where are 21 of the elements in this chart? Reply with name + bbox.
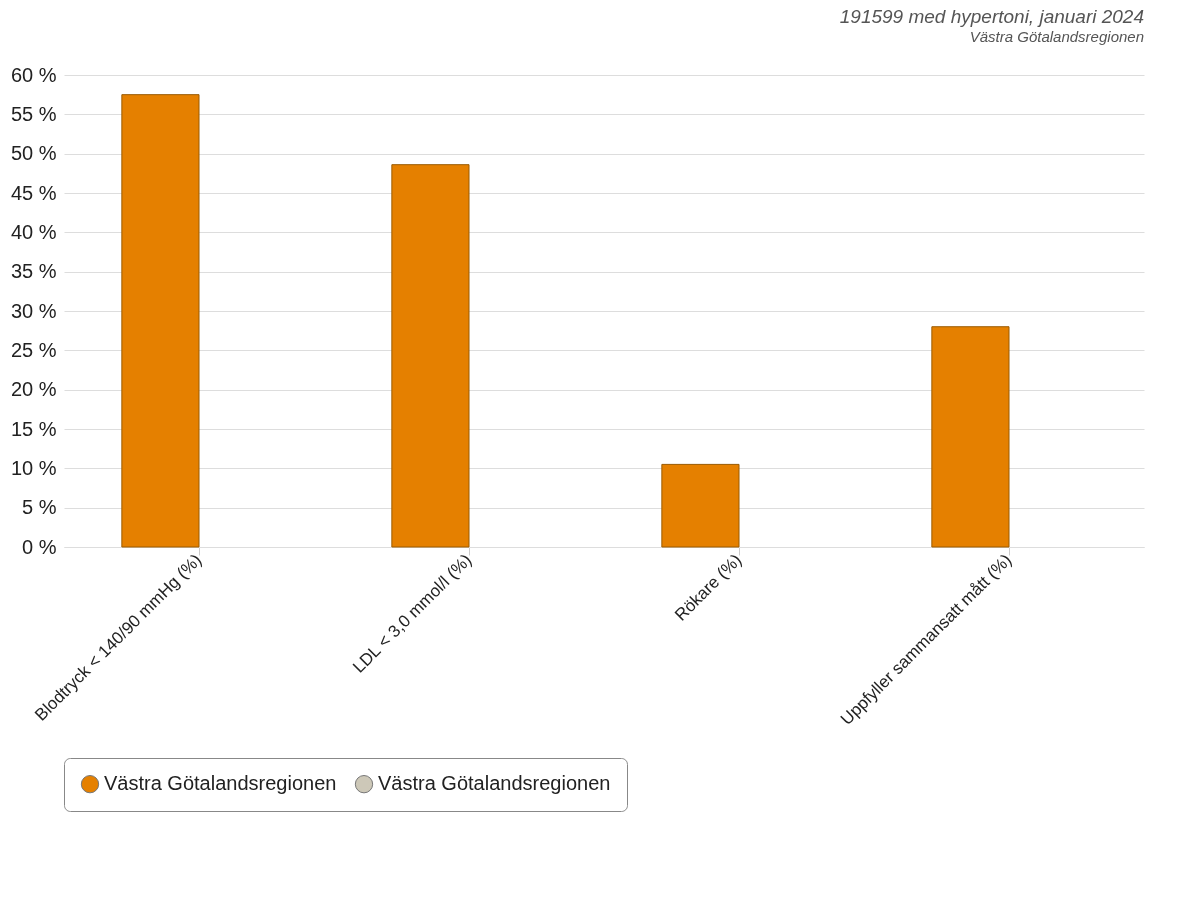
bar: [121, 94, 200, 548]
legend-label: Västra Götalandsregionen: [378, 772, 611, 795]
y-tick-label: 25 %: [10, 338, 57, 361]
y-tick-label: 55 %: [10, 102, 57, 125]
bar: [931, 326, 1010, 548]
y-tick-label: 50 %: [10, 142, 57, 165]
y-tick-label: 60 %: [10, 63, 57, 86]
y-tick-label: 35 %: [10, 260, 57, 283]
chart-title: 191599 med hypertoni, januari 2024: [839, 6, 1144, 27]
legend-label: Västra Götalandsregionen: [104, 772, 337, 795]
y-tick-label: 40 %: [10, 220, 57, 243]
y-tick-label: 10 %: [10, 456, 57, 479]
y-tick-label: 0 %: [22, 535, 57, 558]
y-tick-label: 20 %: [10, 378, 57, 401]
bar: [391, 164, 470, 548]
bar: [661, 463, 740, 548]
y-tick-label: 45 %: [10, 181, 57, 204]
y-tick-label: 15 %: [10, 417, 57, 440]
y-tick-label: 30 %: [10, 299, 57, 322]
chart-subtitle: Västra Götalandsregionen: [969, 28, 1144, 45]
y-tick-label: 5 %: [22, 496, 57, 519]
